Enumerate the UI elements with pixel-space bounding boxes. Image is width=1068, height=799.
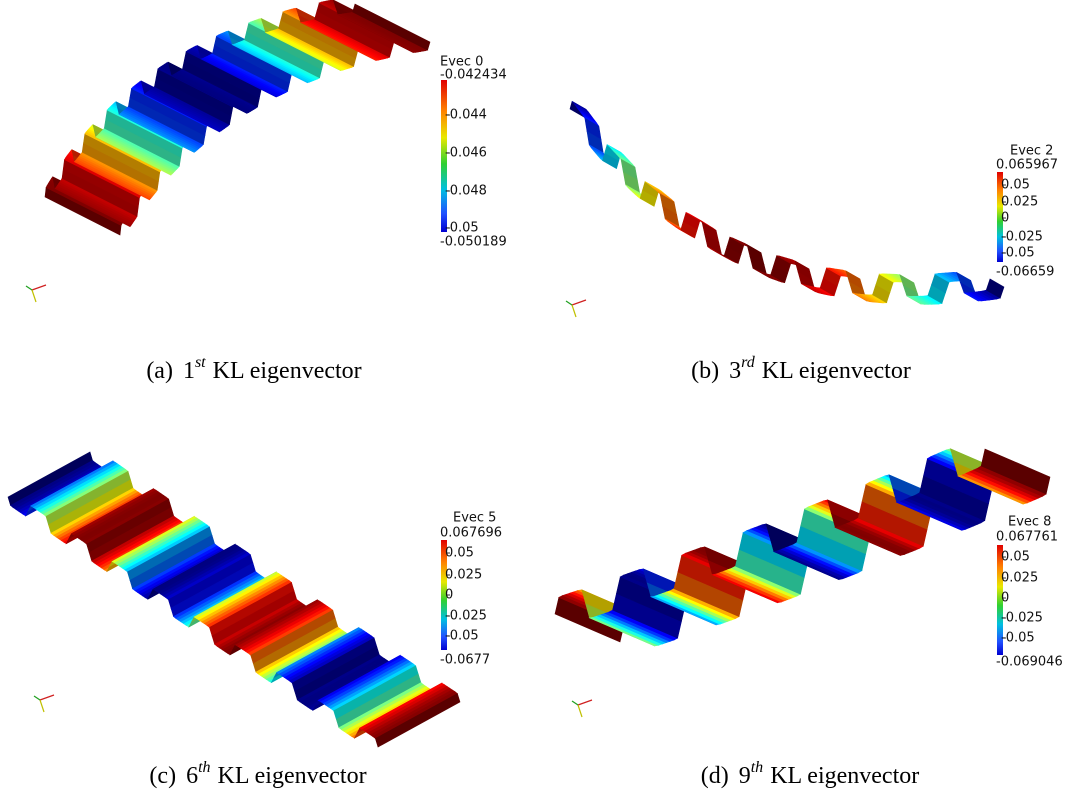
triad-z bbox=[572, 701, 578, 705]
figure: Evec 0-0.042434-0.050189-0.044-0.046-0.0… bbox=[0, 0, 1068, 799]
triad-x bbox=[40, 695, 54, 700]
colorbar: Evec 80.067761 -0.069046 0.05 0.025 0 -0.025 -… bbox=[996, 515, 1063, 670]
caption-number: 9 bbox=[739, 763, 751, 789]
colorbar-tick-label: -0.048 bbox=[445, 184, 487, 199]
surface-render bbox=[45, 0, 430, 235]
colorbar-tick-label: 0.025 bbox=[445, 568, 482, 583]
colorbar: Evec 0-0.042434-0.050189-0.044-0.046-0.0… bbox=[440, 55, 507, 250]
surface-render bbox=[555, 449, 1050, 646]
triad-y bbox=[40, 700, 44, 712]
triad-y bbox=[578, 705, 582, 717]
caption-text: KL eigenvector bbox=[770, 763, 919, 789]
triad-z bbox=[26, 286, 32, 290]
colorbar-tick-label: 0.05 bbox=[1001, 178, 1030, 193]
colorbar-min: -0.069046 bbox=[996, 655, 1063, 670]
colorbar-tick-label: -0.025 bbox=[445, 609, 487, 624]
colorbar-tick-label: -0.05 bbox=[1001, 631, 1035, 646]
caption-text: KL eigenvector bbox=[762, 358, 911, 384]
colorbar-title: Evec 8 bbox=[1008, 515, 1051, 530]
caption-number: 1 bbox=[183, 358, 195, 384]
triad-y bbox=[32, 290, 36, 302]
colorbar-tick-label: -0.025 bbox=[1001, 230, 1043, 245]
axes-triad bbox=[572, 700, 592, 717]
caption-label: (c) bbox=[149, 763, 176, 789]
caption-number: 3 bbox=[729, 358, 741, 384]
surface-render bbox=[570, 101, 1004, 304]
colorbar-tick-label: -0.025 bbox=[1001, 611, 1043, 626]
caption: (c) 6th KL eigenvector bbox=[149, 759, 366, 789]
colorbar-tick-label: 0 bbox=[1001, 211, 1009, 226]
colorbar-tick-label: -0.046 bbox=[445, 146, 487, 161]
colorbar-tick-label: -0.044 bbox=[445, 108, 487, 123]
colorbar-min: -0.050189 bbox=[440, 235, 507, 250]
colorbar-tick-label: 0.025 bbox=[1001, 195, 1038, 210]
colorbar-tick-label: -0.05 bbox=[445, 629, 479, 644]
caption: (b) 3rd KL eigenvector bbox=[691, 354, 911, 384]
caption-label: (b) bbox=[691, 358, 719, 384]
triad-y bbox=[572, 305, 576, 317]
caption-text: KL eigenvector bbox=[213, 358, 362, 384]
colorbar: Evec 50.067696 -0.0677 0.05 0.025 0 -0.025 -0.… bbox=[440, 511, 502, 668]
colorbar-min: -0.0677 bbox=[440, 653, 490, 668]
caption-number: 6 bbox=[186, 763, 198, 789]
colorbar-min: -0.06659 bbox=[996, 265, 1054, 280]
triad-z bbox=[34, 696, 40, 700]
colorbar-tick-label: 0.05 bbox=[1001, 550, 1030, 565]
surface-render bbox=[8, 452, 460, 747]
triad-x bbox=[572, 300, 586, 305]
caption-superscript: th bbox=[751, 759, 763, 776]
colorbar-max: 0.067761 bbox=[996, 530, 1058, 545]
colorbar-tick-label: -0.05 bbox=[1001, 246, 1035, 261]
colorbar-tick-label: 0.05 bbox=[445, 546, 474, 561]
colorbar-tick-label: -0.05 bbox=[445, 221, 479, 236]
colorbar-tick-label: 0.025 bbox=[1001, 571, 1038, 586]
colorbar-max: -0.042434 bbox=[440, 68, 507, 83]
caption: (a) 1st KL eigenvector bbox=[146, 354, 361, 384]
axes-triad bbox=[34, 695, 54, 712]
caption: (d) 9th KL eigenvector bbox=[701, 759, 919, 789]
caption-label: (d) bbox=[701, 763, 729, 789]
colorbar-tick-label: 0 bbox=[445, 588, 453, 603]
caption-text: KL eigenvector bbox=[218, 763, 367, 789]
caption-superscript: st bbox=[195, 354, 206, 371]
colorbar-max: 0.065967 bbox=[996, 158, 1058, 173]
triad-x bbox=[578, 700, 592, 705]
triad-x bbox=[32, 285, 46, 290]
triad-z bbox=[566, 301, 572, 305]
colorbar-title: Evec 5 bbox=[453, 511, 496, 526]
caption-superscript: rd bbox=[741, 354, 756, 371]
axes-triad bbox=[26, 285, 46, 302]
colorbar-max: 0.067696 bbox=[440, 526, 502, 541]
colorbar-title: Evec 2 bbox=[1010, 144, 1053, 159]
colorbar-tick-label: 0 bbox=[1001, 591, 1009, 606]
axes-triad bbox=[566, 300, 586, 317]
caption-superscript: th bbox=[198, 759, 210, 776]
caption-label: (a) bbox=[146, 358, 173, 384]
